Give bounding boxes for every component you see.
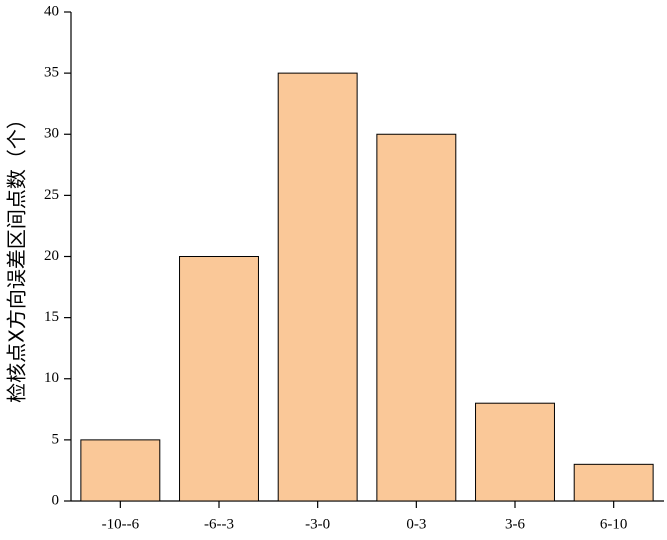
x-tick-label: 3-6	[505, 516, 525, 532]
y-tick-label: 15	[44, 309, 59, 325]
x-tick-label: -6--3	[204, 516, 234, 532]
y-tick-label: 0	[52, 492, 60, 508]
bar	[179, 256, 259, 502]
y-tick-label: 35	[44, 65, 59, 81]
y-tick-label: 40	[44, 3, 59, 19]
bar	[80, 439, 161, 502]
bar	[277, 72, 358, 502]
bar	[376, 133, 457, 502]
y-tick-label: 20	[44, 248, 59, 264]
bar	[573, 463, 654, 502]
y-tick-label: 25	[44, 187, 59, 203]
x-tick-label: -10--6	[102, 516, 140, 532]
y-tick-label: 30	[44, 126, 59, 142]
y-axis-label: 检核点X方向误差区间点数（个）	[5, 109, 29, 403]
x-tick-label: 0-3	[406, 516, 426, 532]
y-tick-label: 10	[44, 370, 59, 386]
bar	[475, 402, 555, 502]
y-tick-label: 5	[52, 431, 60, 447]
x-tick-label: -3-0	[305, 516, 330, 532]
x-tick-label: 6-10	[600, 516, 628, 532]
